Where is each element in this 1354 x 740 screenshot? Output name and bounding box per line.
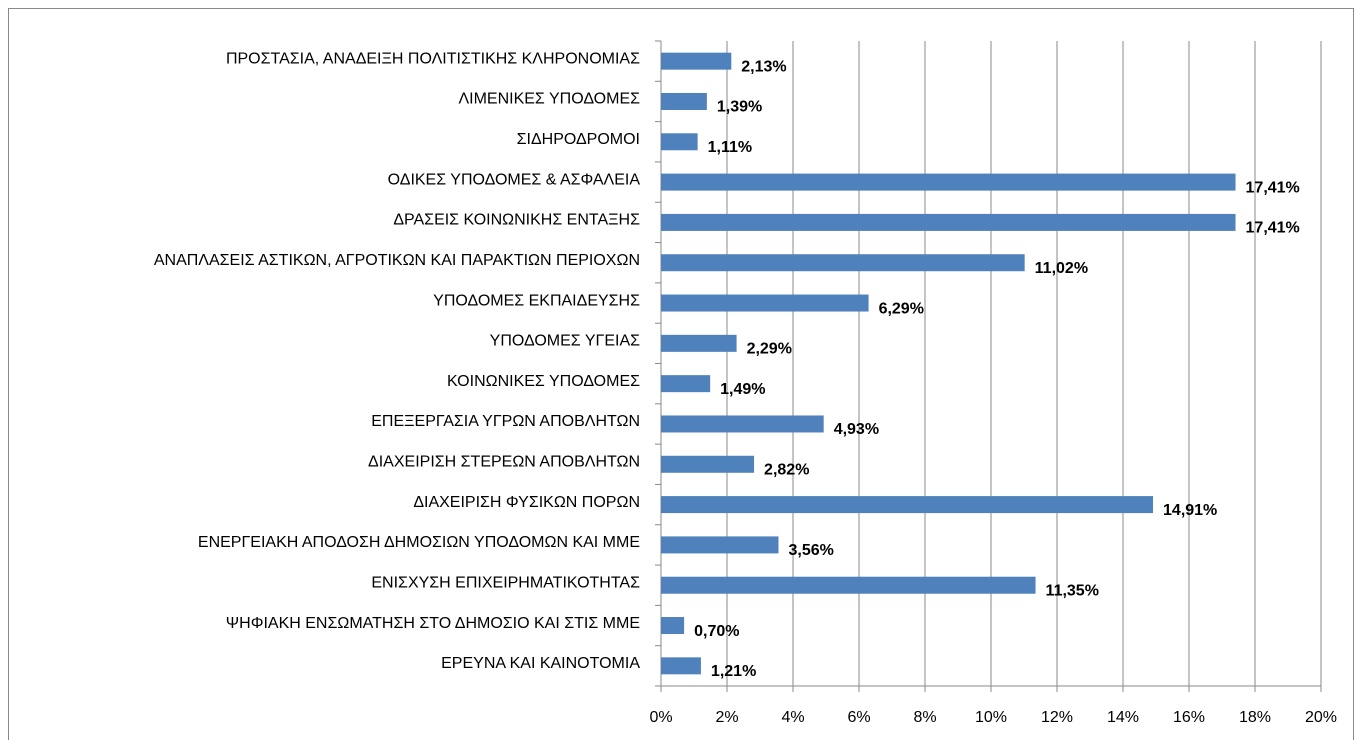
y-tick-label: ΕΝΙΣΧΥΣΗ ΕΠΙΧΕΙΡΗΜΑΤΙΚΟΤΗΤΑΣ: [371, 574, 640, 591]
x-tick-label: 14%: [1107, 709, 1139, 726]
value-label: 0,70%: [694, 623, 739, 640]
y-tick-label: ΠΡΟΣΤΑΣΙΑ, ΑΝΑΔΕΙΞΗ ΠΟΛΙΤΙΣΤΙΚΗΣ ΚΛΗΡΟΝΟ…: [226, 50, 640, 67]
y-tick-label: ΣΙΔΗΡΟΔΡΟΜΟΙ: [517, 131, 640, 148]
x-tick-label: 6%: [847, 709, 870, 726]
y-tick-label: ΕΠΕΞΕΡΓΑΣΙΑ ΥΓΡΩΝ ΑΠΟΒΛΗΤΩΝ: [371, 413, 640, 430]
bar: [661, 294, 869, 312]
bar: [661, 536, 779, 554]
value-label: 1,11%: [708, 139, 752, 156]
x-tick-label: 18%: [1239, 709, 1271, 726]
bar: [661, 496, 1154, 514]
value-label: 3,56%: [788, 542, 833, 559]
value-label: 2,82%: [764, 462, 809, 479]
y-tick-label: ΟΔΙΚΕΣ ΥΠΟΔΟΜΕΣ & ΑΣΦΑΛΕΙΑ: [388, 171, 641, 188]
value-label: 2,29%: [747, 341, 792, 358]
bar: [661, 576, 1036, 594]
value-label: 11,35%: [1046, 582, 1099, 599]
y-tick-label: ΔΙΑΧΕΙΡΙΣΗ ΣΤΕΡΕΩΝ ΑΠΟΒΛΗΤΩΝ: [368, 454, 640, 471]
bar: [661, 455, 755, 473]
value-label: 17,41%: [1246, 220, 1300, 237]
bar: [661, 334, 737, 352]
x-tick-label: 2%: [715, 709, 738, 726]
x-tick-label: 10%: [975, 709, 1007, 726]
value-label: 1,39%: [717, 99, 762, 116]
y-tick-label: ΑΝΑΠΛΑΣΕΙΣ ΑΣΤΙΚΩΝ, ΑΓΡΟΤΙΚΩΝ ΚΑΙ ΠΑΡΑΚΤ…: [154, 252, 640, 269]
value-label: 4,93%: [834, 421, 879, 438]
bar: [661, 375, 711, 393]
y-tick-label: ΕΡΕΥΝΑ ΚΑΙ ΚΑΙΝΟΤΟΜΙΑ: [441, 655, 640, 672]
value-label: 1,21%: [711, 663, 756, 680]
y-tick-label: ΚΟΙΝΩΝΙΚΕΣ ΥΠΟΔΟΜΕΣ: [447, 373, 640, 390]
value-label: 1,49%: [720, 381, 765, 398]
bar: [661, 92, 707, 110]
bar: [661, 213, 1236, 231]
value-label: 14,91%: [1163, 502, 1217, 519]
bar: [661, 617, 685, 635]
y-tick-label: ΛΙΜΕΝΙΚΕΣ ΥΠΟΔΟΜΕΣ: [458, 91, 640, 108]
x-tick-label: 20%: [1305, 709, 1337, 726]
y-tick-label: ΥΠΟΔΟΜΕΣ ΕΚΠΑΙΔΕΥΣΗΣ: [433, 292, 640, 309]
x-tick-label: 4%: [781, 709, 804, 726]
value-label: 11,02%: [1035, 260, 1088, 277]
x-tick-label: 16%: [1173, 709, 1205, 726]
value-label: 6,29%: [879, 300, 924, 317]
y-tick-label: ΕΝΕΡΓΕΙΑΚΗ ΑΠΟΔΟΣΗ ΔΗΜΟΣΙΩΝ ΥΠΟΔΟΜΩΝ ΚΑΙ…: [198, 534, 640, 551]
bar: [661, 52, 732, 70]
y-tick-label: ΔΡΑΣΕΙΣ ΚΟΙΝΩΝΙΚΗΣ ΕΝΤΑΞΗΣ: [393, 212, 640, 229]
y-tick-label: ΨΗΦΙΑΚΗ ΕΝΣΩΜΑΤΗΣΗ ΣΤΟ ΔΗΜΟΣΙΟ ΚΑΙ ΣΤΙΣ …: [226, 615, 640, 632]
x-tick-label: 0%: [649, 709, 672, 726]
value-label: 2,13%: [741, 58, 786, 75]
y-tick-label: ΥΠΟΔΟΜΕΣ ΥΓΕΙΑΣ: [490, 333, 640, 350]
value-label: 17,41%: [1246, 179, 1300, 196]
bar: [661, 415, 824, 433]
y-tick-label: ΔΙΑΧΕΙΡΙΣΗ ΦΥΣΙΚΩΝ ΠΟΡΩΝ: [413, 494, 640, 511]
bar: [661, 133, 698, 151]
bar: [661, 173, 1236, 191]
bar: [661, 657, 701, 675]
bar: [661, 254, 1025, 272]
x-tick-label: 12%: [1041, 709, 1073, 726]
x-tick-label: 8%: [913, 709, 936, 726]
